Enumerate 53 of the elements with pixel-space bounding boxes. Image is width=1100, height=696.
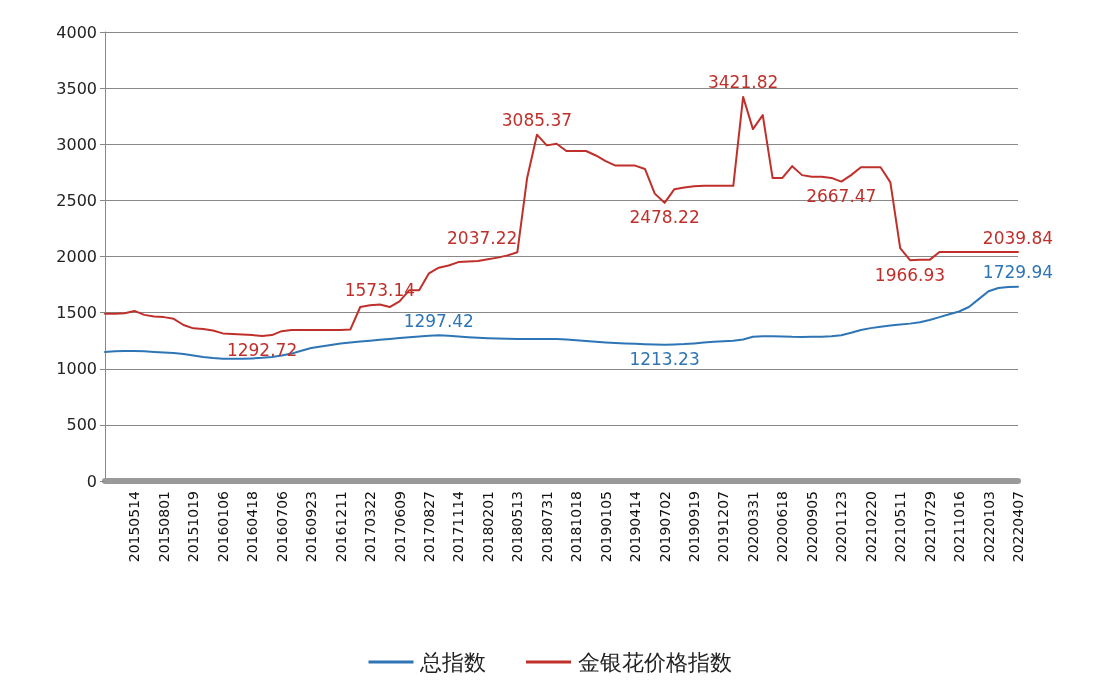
x-tick-label: 20170827 (420, 491, 437, 563)
x-tick-label: 20160106 (214, 490, 231, 563)
data-label: 1729.94 (982, 262, 1054, 283)
data-label: 1573.14 (344, 279, 416, 300)
data-label: 2037.22 (447, 227, 518, 248)
x-tick-label: 20190702 (656, 491, 673, 563)
x-tick-label: 20170609 (391, 491, 408, 563)
x-tick-label: 20191207 (715, 491, 732, 563)
x-tick-label: 20160706 (273, 490, 290, 563)
x-tick-label: 20160418 (244, 491, 261, 563)
y-tick-label: 4000 (56, 22, 97, 42)
x-tick-label: 20181018 (568, 491, 585, 563)
x-tick-label: 20151019 (185, 491, 202, 563)
x-tick-label: 20180731 (538, 491, 555, 563)
x-tick-label: 20160923 (303, 491, 320, 563)
x-tick-label: 20171114 (450, 490, 467, 563)
x-tick-label: 20210729 (921, 491, 938, 563)
data-label: 1213.23 (629, 349, 700, 370)
data-label: 1297.42 (403, 310, 474, 331)
x-tick-label: 20200618 (774, 491, 791, 563)
y-tick-label: 3000 (56, 134, 97, 154)
data-label: 1292.72 (226, 340, 298, 361)
legend-label: 总指数 (419, 649, 486, 675)
x-tick-label: 20190105 (597, 491, 614, 563)
y-tick-label: 3500 (56, 78, 97, 98)
x-tick-label: 20200331 (744, 491, 761, 563)
x-tick-label: 20170322 (362, 491, 379, 563)
x-tick-label: 20200905 (803, 491, 820, 563)
legend-label: 金银花价格指数 (577, 649, 732, 675)
x-tick-label: 20220407 (1010, 491, 1026, 563)
y-tick-label: 500 (66, 415, 97, 435)
y-tick-label: 0 (86, 471, 97, 491)
x-tick-label: 20210511 (892, 491, 909, 563)
y-tick-label: 1500 (56, 303, 97, 323)
x-tick-label: 20190414 (627, 490, 644, 563)
x-tick-label: 20190919 (686, 491, 703, 563)
y-tick-label: 2500 (56, 190, 97, 210)
data-label: 2478.22 (629, 207, 700, 228)
data-label: 2039.84 (982, 227, 1054, 248)
x-tick-label: 20150801 (155, 491, 172, 563)
data-label: 3421.82 (707, 72, 779, 93)
x-tick-label: 20201123 (833, 491, 850, 563)
x-tick-label: 20180201 (479, 491, 496, 563)
x-tick-label: 20210220 (862, 491, 879, 563)
y-tick-label: 1000 (56, 359, 97, 379)
x-tick-label: 20211016 (951, 490, 968, 563)
x-tick-label: 20220103 (980, 491, 997, 563)
x-tick-label: 20150514 (126, 490, 143, 563)
y-tick-label: 2000 (56, 247, 97, 266)
x-tick-label: 20180513 (509, 491, 526, 563)
data-label: 3085.37 (501, 110, 573, 131)
x-tick-label: 20161211 (332, 491, 349, 563)
data-label: 1966.93 (874, 264, 946, 285)
